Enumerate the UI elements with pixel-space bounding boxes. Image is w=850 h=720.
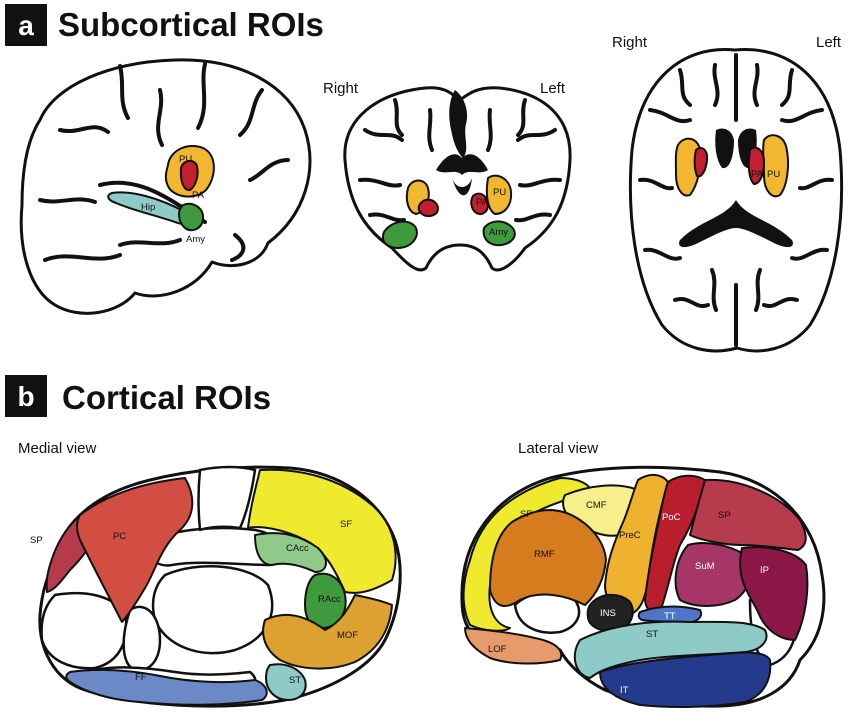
coronal-label-pa: PA [476,197,489,208]
axial-brain: PA PU [628,48,844,353]
lateral-label-ins: INS [600,608,616,619]
medial-label-racc: RAcc [318,594,341,605]
coronal-amygdala-right [382,220,418,249]
lateral-it [599,651,772,708]
medial-brain: SP PC SF CAcc RAcc MOF FF ST [30,465,402,708]
lateral-label-ip: IP [760,565,769,576]
coronal-brain: PA PU Amy [343,86,572,272]
axial-pallidum-right [693,147,709,178]
axial-putamen-right [674,137,702,197]
medial-view-label: Medial view [18,440,97,457]
axial-left-label: Left [816,34,842,51]
panel-a-title: Subcortical ROIs [58,6,324,43]
coronal-label-pu: PU [493,187,506,198]
axial-putamen-left [762,134,789,198]
coronal-pallidum-left [470,192,489,215]
sagittal-hippocampus [107,191,188,225]
coronal-label-amy: Amy [489,227,508,238]
sagittal-pallidum [179,160,199,192]
medial-ff [65,668,268,706]
axial-label-pa: PA [751,169,764,180]
lateral-label-it: IT [620,685,629,696]
medial-st [265,663,307,701]
panel-b-letter: b [17,381,34,412]
axial-right-label: Right [612,34,648,51]
lateral-rmf [489,509,607,607]
lateral-label-rmf: RMF [534,549,555,560]
sagittal-label-pu: PU [179,154,192,165]
medial-sf [247,468,397,594]
medial-label-pc: PC [113,531,126,542]
lateral-lof [464,627,563,665]
medial-racc [304,572,347,629]
lateral-label-cmf: CMF [586,500,607,511]
medial-label-ff: FF [135,672,147,683]
sagittal-brain: PU PA Hip Amy [19,58,312,315]
panel-a-letter: a [18,10,34,41]
panel-b-badge [5,375,47,417]
lateral-label-poc: PoC [662,512,681,523]
lateral-label-sum: SuM [695,561,715,572]
coronal-left-label: Left [540,80,566,97]
sagittal-label-hip: Hip [141,202,155,213]
lateral-brain: SF CMF PoC SP RMF PreC SuM IP INS TT ST … [460,465,826,708]
lateral-view-label: Lateral view [518,440,598,457]
medial-pc [76,477,194,623]
medial-mof [262,594,393,670]
sagittal-label-amy: Amy [186,234,205,245]
coronal-amygdala-left [482,220,516,247]
lateral-label-prec: PreC [619,530,641,541]
medial-label-sp: SP [30,535,43,546]
sagittal-amygdala [178,202,205,232]
lateral-ip [739,546,809,641]
lateral-label-sf: SF [520,509,532,520]
axial-pallidum-left [747,146,765,185]
lateral-label-sp: SP [718,510,731,521]
coronal-right-label: Right [323,80,359,97]
lateral-sum [674,542,752,607]
sagittal-label-pa: PA [192,190,205,201]
medial-label-st: ST [289,675,301,686]
medial-label-mof: MOF [337,630,358,641]
medial-label-cacc: CAcc [286,543,309,554]
lateral-sp [689,478,807,551]
panel-b-title: Cortical ROIs [62,379,271,416]
medial-cacc [254,532,327,573]
lateral-label-tt: TT [664,611,676,622]
lateral-label-lof: LOF [488,644,507,655]
axial-label-pu: PU [767,169,780,180]
coronal-pallidum-right [417,198,439,217]
lateral-label-st: ST [646,629,658,640]
panel-a-badge [5,4,47,46]
medial-label-sf: SF [340,519,352,530]
